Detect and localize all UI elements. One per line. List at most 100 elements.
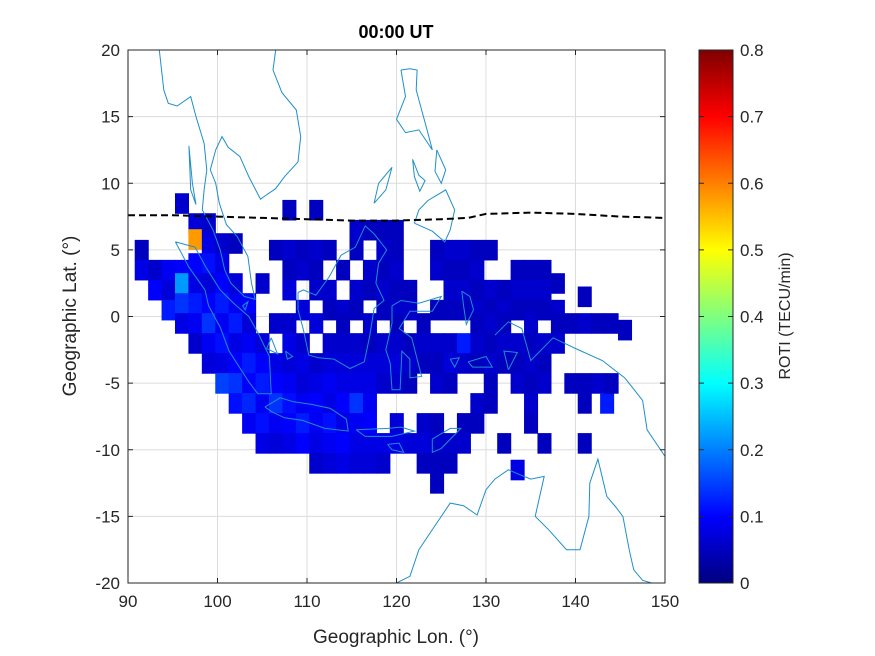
roti-cell [564, 313, 579, 334]
roti-cell [591, 313, 606, 334]
y-tick-label: -20 [95, 574, 120, 593]
roti-cell [389, 333, 404, 354]
roti-cell [403, 433, 418, 454]
roti-cell [470, 259, 485, 281]
roti-cell [188, 229, 203, 250]
colorbar-tick-label: 0.4 [740, 308, 764, 327]
roti-cell [268, 413, 283, 434]
roti-cell [309, 373, 324, 394]
roti-cell [497, 433, 512, 454]
coastline [494, 321, 665, 457]
roti-cell [309, 453, 324, 474]
roti-cell [550, 273, 565, 294]
roti-cell [188, 273, 203, 294]
coastline [174, 241, 272, 395]
roti-cell [456, 259, 471, 281]
roti-cell [470, 353, 485, 374]
roti-cell [550, 313, 565, 334]
roti-cell [215, 333, 230, 354]
colorbar-tick-label: 0 [740, 574, 749, 593]
roti-cell [443, 373, 458, 394]
roti-cell [430, 259, 445, 281]
roti-cell [349, 219, 364, 241]
roti-cell [403, 333, 418, 354]
roti-cell [577, 286, 592, 308]
x-axis-label: Geographic Lon. (°) [313, 627, 479, 648]
x-tick-label: 140 [561, 592, 589, 611]
roti-cell [604, 313, 619, 334]
roti-cell [524, 373, 539, 394]
coastline [385, 295, 443, 391]
colorbar [698, 49, 734, 584]
roti-cell [188, 253, 203, 274]
roti-cell [322, 299, 337, 321]
roti-cell [188, 213, 203, 234]
roti-cell [537, 279, 552, 301]
roti-cell [201, 353, 216, 374]
coastline [503, 350, 519, 371]
roti-cell [242, 313, 257, 334]
roti-cell [376, 279, 391, 301]
roti-cell [295, 373, 310, 394]
roti-cell [295, 259, 310, 281]
roti-cell [430, 353, 445, 374]
roti-cell [268, 313, 283, 334]
x-tick-label: 130 [472, 592, 500, 611]
roti-cell [470, 239, 485, 261]
roti-cell [537, 373, 552, 394]
roti-cell [537, 259, 552, 281]
roti-cell [430, 473, 445, 494]
roti-cell [618, 319, 633, 341]
roti-cell [268, 353, 283, 374]
roti-cell [282, 239, 297, 261]
roti-cell [483, 279, 498, 301]
roti-cell [443, 299, 458, 321]
roti-cell [309, 259, 324, 281]
coastline [387, 442, 405, 454]
roti-cell [389, 219, 404, 241]
roti-cell [376, 299, 391, 321]
roti-cell [174, 293, 190, 314]
y-axis-label: Geographic Lat. (°) [60, 236, 81, 397]
roti-cell [215, 353, 230, 374]
roti-cell [201, 293, 216, 314]
roti-cell [456, 353, 471, 374]
coastline [396, 457, 652, 583]
roti-cell [430, 333, 445, 354]
roti-cell [362, 279, 377, 301]
roti-cell [510, 299, 525, 321]
roti-cell [510, 373, 525, 394]
roti-cell [228, 353, 243, 374]
roti-cell [550, 333, 565, 354]
colorbar-ticks: 0 0.1 0.2 0.3 0.4 0.5 0.6 0.7 0.8 [699, 41, 764, 593]
roti-cell [470, 313, 485, 334]
roti-cell [362, 313, 377, 334]
roti-cell [510, 353, 525, 374]
roti-cell [403, 373, 418, 394]
roti-cell [362, 413, 377, 434]
roti-cell [416, 333, 431, 354]
coastline [467, 355, 494, 368]
roti-cell [268, 239, 283, 261]
roti-cell [376, 453, 391, 474]
roti-cell [322, 279, 337, 301]
roti-cell [255, 273, 270, 294]
roti-cell [322, 413, 337, 434]
roti-cell [322, 373, 337, 394]
roti-cell [483, 239, 498, 261]
y-tick-label: 0 [111, 308, 120, 327]
roti-cell [228, 333, 243, 354]
roti-cell [537, 353, 552, 374]
roti-cell [443, 279, 458, 301]
roti-cell [349, 353, 364, 374]
roti-cell [336, 353, 351, 374]
roti-cell [148, 279, 163, 301]
roti-cell [295, 433, 310, 454]
roti-cell [242, 373, 257, 394]
roti-cell [430, 239, 445, 261]
roti-cell [242, 393, 257, 414]
roti-cell [456, 279, 471, 301]
coastline [355, 426, 417, 437]
coastline [373, 166, 393, 204]
roti-cell [282, 199, 297, 221]
